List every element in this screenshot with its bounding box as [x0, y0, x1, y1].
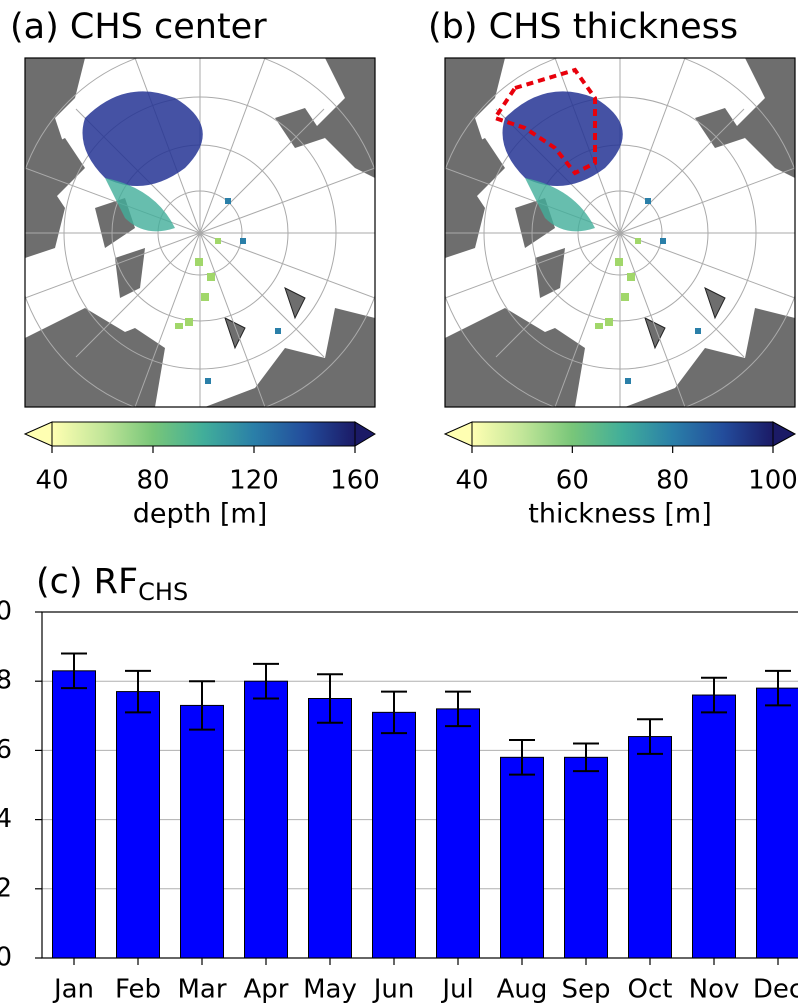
colorbar-label: depth [m] [133, 499, 268, 530]
x-tick-label: Jun [372, 975, 415, 1005]
map-title: (a) CHS center [10, 7, 267, 47]
x-tick-label: Aug [497, 975, 548, 1005]
y-tick-label: 0.6 [0, 735, 12, 765]
error-bar [637, 718, 663, 755]
bar [500, 756, 544, 959]
colorbar-tick-label: 80 [656, 466, 689, 496]
colorbar-arrow [23, 421, 53, 447]
plot-frame [41, 611, 798, 959]
colorbar-tick-label: 160 [330, 466, 380, 496]
bar [564, 756, 608, 959]
colorbar-tick-label: 40 [455, 466, 488, 496]
x-tick-label: Nov [689, 975, 740, 1005]
y-tick-label: 0.4 [0, 804, 12, 834]
error-bar [189, 680, 215, 731]
colorbar-arrow [354, 421, 376, 447]
map-title: (b) CHS thickness [428, 7, 738, 47]
colorbars: 40 80 120 160 depth [m] 40 60 80 100 thickness [m… [23, 421, 798, 530]
x-tick-label: May [303, 975, 357, 1005]
bar [180, 704, 224, 959]
y-tick-label: 1.0 [0, 597, 12, 627]
map-b [434, 47, 798, 419]
colorbar-arrow [443, 421, 473, 447]
error-bar [765, 669, 791, 707]
x-tick-label: Jul [440, 975, 473, 1005]
colorbar [471, 421, 774, 447]
error-bar [61, 652, 87, 690]
colorbar-arrow [772, 421, 797, 447]
x-tick-label: Apr [244, 975, 289, 1005]
error-bar [701, 676, 727, 714]
colorbar [51, 421, 356, 447]
error-bar [125, 669, 151, 714]
chart-title-main: (c) RF [36, 562, 138, 602]
bar-chart: (c) RFCHS 0.0 0.2 0.4 0.6 0.8 1.0 Jan Feb Mar Apr M… [0, 562, 798, 1005]
bar [308, 698, 352, 959]
x-tick-label: Dec [753, 975, 798, 1005]
bar [756, 687, 798, 959]
y-tick-label: 0.8 [0, 666, 12, 696]
colorbar-tick-label: 80 [136, 466, 169, 496]
x-tick-label: Feb [115, 975, 161, 1005]
bar [692, 694, 736, 959]
error-bar [509, 739, 535, 776]
chart-title: (c) RFCHS [36, 562, 188, 606]
colorbar-label: thickness [m] [528, 499, 712, 530]
bar [436, 708, 480, 959]
y-tick-label: 0.0 [0, 943, 12, 973]
x-tick-label: Mar [177, 975, 226, 1005]
chart-title-subscript: CHS [138, 578, 188, 606]
x-tick-label: Sep [561, 975, 610, 1005]
x-tick-label: Oct [628, 975, 673, 1005]
error-bar [573, 742, 599, 773]
error-bar [253, 662, 279, 700]
bar [52, 670, 96, 959]
bar [244, 680, 288, 959]
map-a [14, 47, 386, 419]
colorbar-tick-label: 40 [35, 466, 68, 496]
x-tick-label: Jan [52, 975, 94, 1005]
bar [628, 736, 672, 959]
error-bar [317, 673, 343, 724]
bar [116, 691, 160, 959]
colorbar-tick-label: 120 [229, 466, 279, 496]
y-tick-label: 0.2 [0, 873, 12, 903]
error-bar [381, 690, 407, 735]
colorbar-tick-label: 100 [748, 466, 798, 496]
error-bar [445, 690, 471, 728]
colorbar-tick-label: 60 [556, 466, 589, 496]
bar [372, 711, 416, 959]
